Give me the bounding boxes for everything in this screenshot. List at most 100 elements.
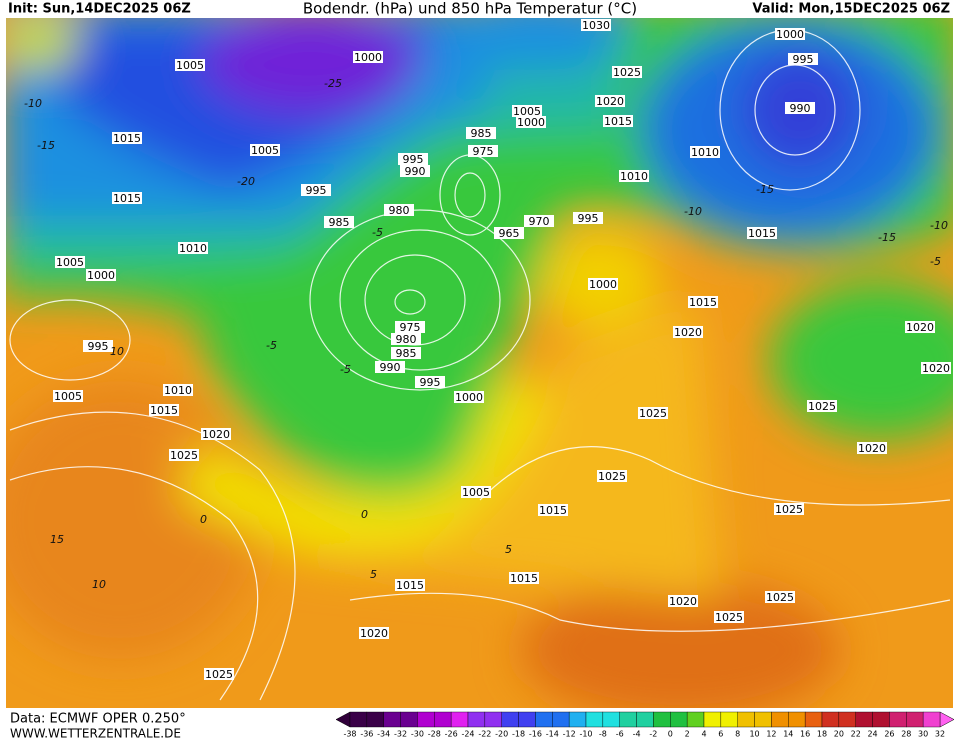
colorbar-tick-label: -38 (343, 730, 356, 739)
isobar-label: 1000 (589, 278, 617, 291)
colorbar-tick-label: 30 (918, 730, 928, 739)
colorbar-cell (788, 711, 806, 728)
colorbar-tick-label: -32 (394, 730, 407, 739)
colorbar-cell (366, 711, 384, 728)
isobar-label-box (175, 59, 205, 71)
isobar-label-box (690, 146, 720, 158)
colorbar-tick-label: -4 (633, 730, 641, 739)
colorbar-tick-label: 2 (685, 730, 690, 739)
colorbar-cell (720, 711, 738, 728)
isobar-label-box (55, 256, 85, 268)
colorbar-tick-label: -20 (495, 730, 508, 739)
isobar-label: 1025 (205, 668, 233, 681)
colorbar-tick-label: 16 (800, 730, 810, 739)
colorbar-cell (619, 711, 637, 728)
site-url: WWW.WETTERZENTRALE.DE (10, 727, 181, 741)
isobar-label: 1025 (766, 591, 794, 604)
isobar-label-box (204, 668, 234, 680)
isobar-label: 990 (380, 361, 401, 374)
isobar-label-box (398, 153, 428, 165)
isobar-label: 1020 (674, 326, 702, 339)
colorbar-tick-label: -18 (512, 730, 525, 739)
isobar-label: 1015 (113, 132, 141, 145)
isobar-label-box (512, 105, 542, 117)
isobar-label: 1020 (669, 595, 697, 608)
colorbar-tick-label: -16 (529, 730, 542, 739)
isobar-label: 1015 (396, 579, 424, 592)
isobar-label: 1010 (620, 170, 648, 183)
colorbar-tick-label: 4 (701, 730, 706, 739)
isobar-label-box (785, 102, 815, 114)
colorbar-tick-label: -24 (461, 730, 474, 739)
colorbar-cell (872, 711, 890, 728)
temperature-label: -20 (237, 175, 255, 188)
temperature-label: -10 (24, 97, 42, 110)
isobar-label: 1020 (360, 627, 388, 640)
isobar-label: 1010 (164, 384, 192, 397)
isobar-label: 1020 (596, 95, 624, 108)
isobar-label-box (921, 362, 951, 374)
isobar-label-box (775, 28, 805, 40)
isobar-label: 985 (471, 127, 492, 140)
isobar-label-box (688, 296, 718, 308)
isobar-label-box (524, 215, 554, 227)
isobar-label-box (149, 404, 179, 416)
colorbar-cell (737, 711, 755, 728)
isobar-label: 1020 (922, 362, 950, 375)
temperature-label: -10 (684, 205, 702, 218)
colorbar-cell (922, 711, 941, 728)
temperature-label: 0 (200, 513, 207, 526)
isobar-label-box (538, 504, 568, 516)
colorbar-tick-label: -22 (478, 730, 491, 739)
colorbar-tick-label: 0 (668, 730, 673, 739)
isobar-label: 965 (499, 227, 520, 240)
isobar-label-box (324, 216, 354, 228)
temperature-field (6, 18, 953, 708)
init-label: Init: Sun,14DEC2025 06Z (8, 2, 191, 17)
colorbar-tick-label: 24 (867, 730, 877, 739)
colorbar-tick-label: -34 (377, 730, 390, 739)
isobar-label: 1025 (775, 503, 803, 516)
isobar-label: 1025 (170, 449, 198, 462)
colorbar-tick-label: -8 (599, 730, 607, 739)
temperature-label: 5 (505, 543, 512, 556)
isobar-label: 1020 (906, 321, 934, 334)
colorbar-cell (906, 711, 924, 728)
isobar-label-box (714, 611, 744, 623)
isobar-label-box (466, 127, 496, 139)
isobar-label: 1015 (510, 572, 538, 585)
colorbar-cell (535, 711, 553, 728)
colorbar-tick-label: -6 (616, 730, 624, 739)
isobar-label: 1000 (776, 28, 804, 41)
isobar-label-box (83, 340, 113, 352)
isobars (9, 29, 951, 701)
colorbar-tick-label: 32 (935, 730, 945, 739)
isobar-label-box (581, 19, 611, 31)
colorbar-tick-label: -10 (579, 730, 592, 739)
isobar-label: 1015 (604, 115, 632, 128)
colorbar-tick-label: -2 (649, 730, 657, 739)
colorbar-tick-label: -28 (428, 730, 441, 739)
colorbar-cell (501, 711, 519, 728)
isobar-label-box (395, 579, 425, 591)
isobar-label: 980 (396, 333, 417, 346)
isobar-label: 995 (578, 212, 599, 225)
isobar-label: 975 (473, 145, 494, 158)
isobar-label-box (595, 95, 625, 107)
colorbar-tick-label: 6 (718, 730, 723, 739)
colorbar-cell (400, 711, 418, 728)
isobar-label-box (169, 449, 199, 461)
colorbar-cell (838, 711, 856, 728)
temperature-label: 5 (370, 568, 377, 581)
isobar-label: 995 (306, 184, 327, 197)
isobar-label: 1010 (691, 146, 719, 159)
isobar-label: 1000 (455, 391, 483, 404)
colorbar-tick-label: 22 (851, 730, 861, 739)
colorbar-cell (417, 711, 435, 728)
isobar-label-box (857, 442, 887, 454)
colorbar-cell (686, 711, 705, 728)
isobar-label: 1025 (808, 400, 836, 413)
isobar-label: 1015 (689, 296, 717, 309)
colorbar-cell (568, 711, 587, 728)
